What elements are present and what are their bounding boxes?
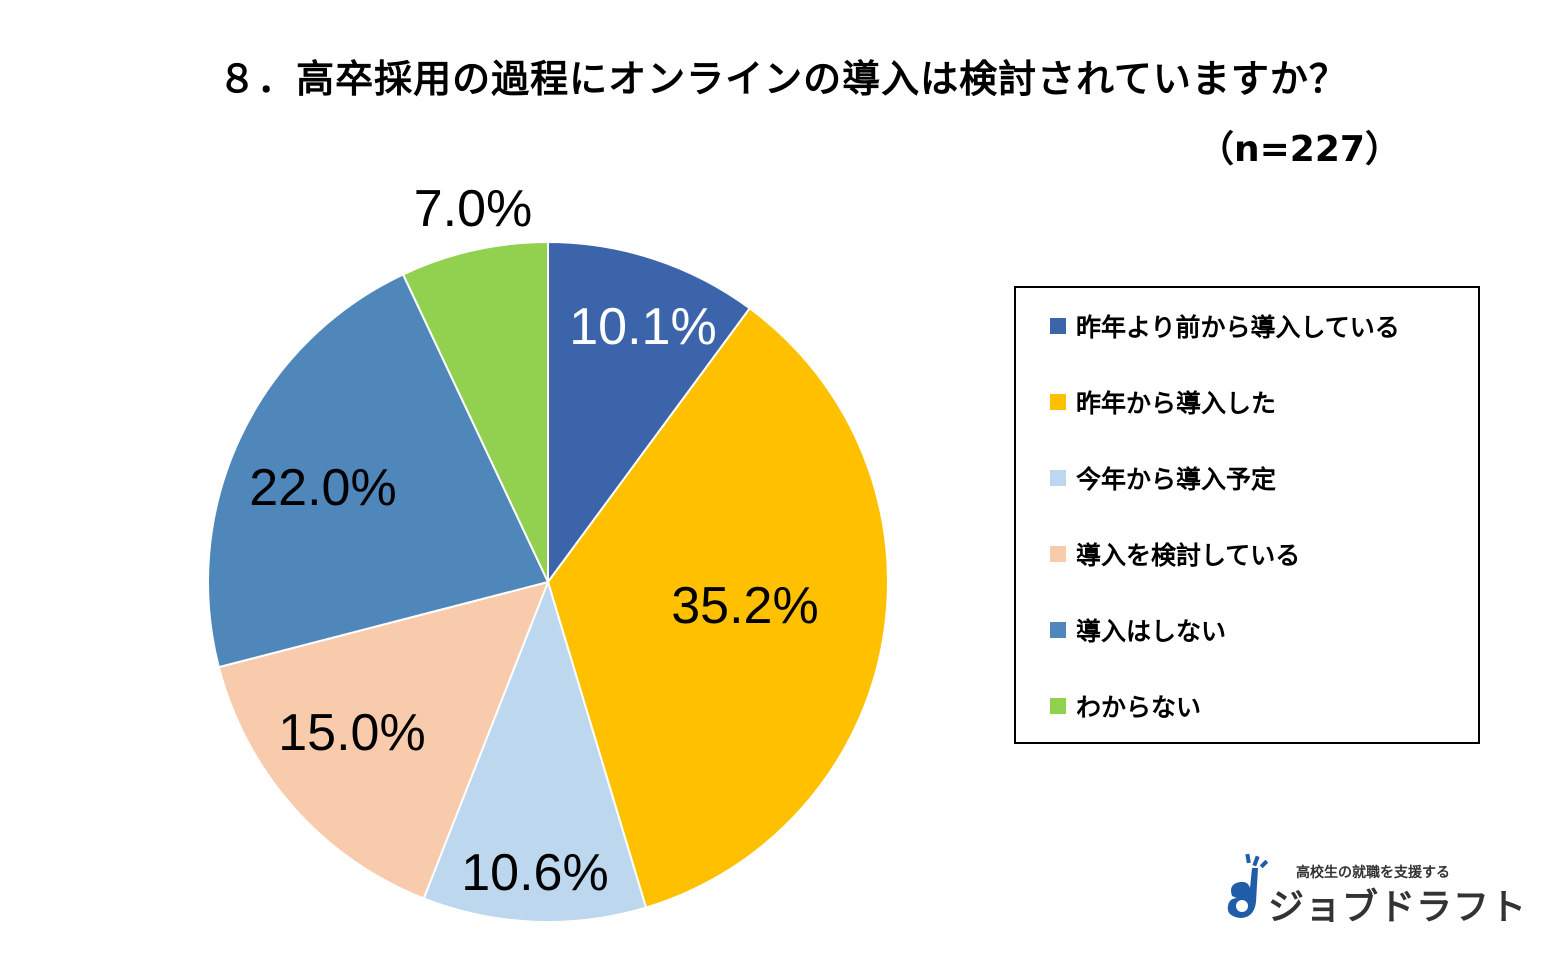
legend-label: 昨年より前から導入している [1076,313,1400,342]
legend-item-1: 昨年より前から導入している [1050,306,1400,346]
legend-label: 昨年から導入した [1076,389,1277,418]
pie-slice-1 [547,240,752,586]
legend-item-4: 導入を検討している [1050,534,1300,574]
logo-name: ジョブドラフト [1268,887,1528,928]
legend-swatch [1050,318,1066,334]
slice-value-label-4: 15.0% [278,704,425,762]
legend-swatch [1050,394,1066,410]
legend-swatch [1050,470,1066,486]
pie-slice-3 [422,578,648,923]
legend-label: 導入を検討している [1076,541,1301,570]
slice-value-label-1: 10.1% [569,298,716,356]
legend-item-5: 導入はしない [1050,610,1226,650]
slice-value-label-2: 35.2% [671,577,818,635]
pie-slice-5 [207,273,550,669]
legend-label: 導入はしない [1076,617,1227,646]
legend-label: わからない [1076,693,1202,722]
legend-label: 今年から導入予定 [1076,465,1277,494]
slice-value-label-3: 10.6% [461,844,608,902]
legend-swatch [1050,546,1066,562]
pie-slice-2 [546,306,889,909]
legend-item-2: 昨年から導入した [1050,382,1276,422]
legend: 昨年より前から導入している 昨年から導入した 今年から導入予定 導入を検討している 導入… [1014,286,1480,744]
legend-item-3: 今年から導入予定 [1050,458,1276,498]
guitar-note-logo-icon [1227,853,1269,918]
logo: 高校生の就職を支援する ジョブドラフト [1218,848,1526,928]
pie-slice-6 [401,240,549,583]
legend-item-6: わからない [1050,686,1201,726]
logo-tagline: 高校生の就職を支援する [1296,865,1450,881]
legend-swatch [1050,622,1066,638]
slice-value-label-5: 22.0% [249,459,396,517]
slice-value-label-6: 7.0% [414,180,533,238]
pie-slice-4 [217,580,550,900]
legend-swatch [1050,698,1066,714]
chart-title: ８．高卒採用の過程にオンラインの導入は検討されていますか？ [218,57,1348,101]
sample-size: （n=227） [1198,129,1401,170]
